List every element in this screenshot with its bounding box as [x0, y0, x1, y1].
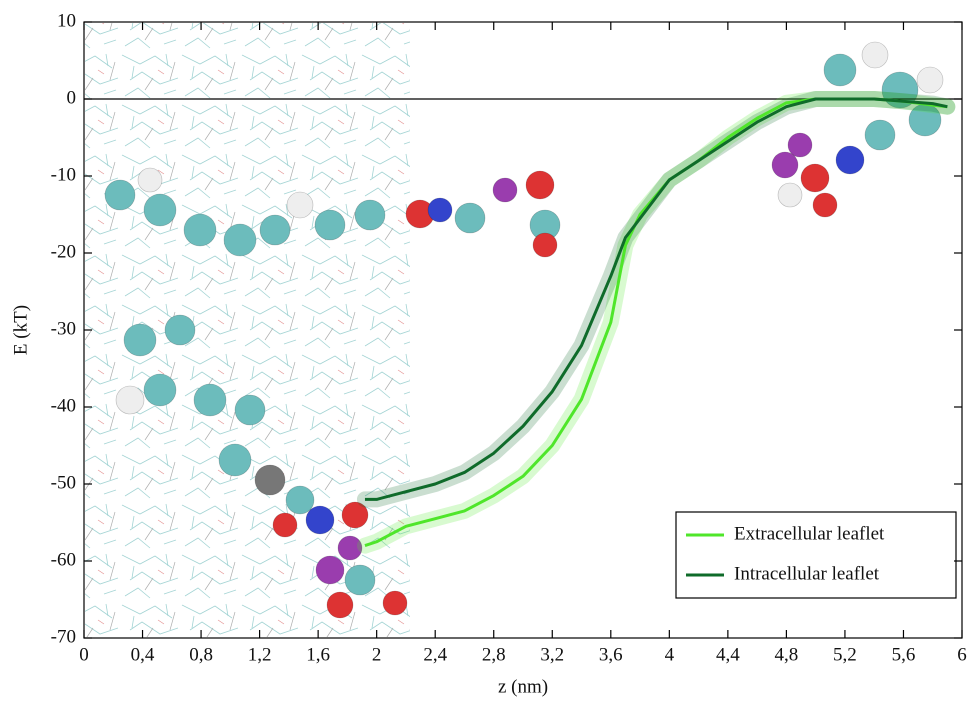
x-tick-label: 4,8 — [775, 644, 799, 665]
x-tick-label: 2,4 — [423, 644, 447, 665]
x-tick-label: 0,8 — [189, 644, 213, 665]
y-tick-label: -60 — [51, 549, 76, 570]
x-axis-label: z (nm) — [498, 676, 548, 697]
y-tick-label: -50 — [51, 472, 76, 493]
y-tick-label: 0 — [67, 87, 77, 108]
legend-label: Intracellular leaflet — [734, 563, 880, 584]
x-tick-label: 1,2 — [248, 644, 272, 665]
x-tick-label: 0 — [79, 644, 89, 665]
x-tick-label: 5,2 — [833, 644, 857, 665]
series-line — [364, 97, 948, 501]
x-tick-label: 0,4 — [131, 644, 155, 665]
y-tick-label: -20 — [51, 241, 76, 262]
x-tick-label: 4 — [665, 644, 675, 665]
x-tick-label: 2 — [372, 644, 382, 665]
y-axis-label: E (kT) — [10, 305, 31, 355]
y-tick-label: -70 — [51, 626, 76, 647]
y-tick-label: -10 — [51, 164, 76, 185]
x-tick-label: 2,8 — [482, 644, 506, 665]
molecule-1 — [104, 167, 561, 258]
molecule-2 — [115, 314, 408, 619]
legend: Extracellular leaflet Intracellular leafl… — [675, 511, 957, 599]
molecule-3 — [771, 41, 944, 218]
x-tick-label: 5,6 — [892, 644, 916, 665]
y-tick-label: 10 — [57, 10, 76, 31]
x-tick-label: 6 — [957, 644, 967, 665]
legend-label: Extracellular leaflet — [734, 523, 885, 544]
x-tick-label: 3,2 — [540, 644, 564, 665]
x-tick-label: 4,4 — [716, 644, 740, 665]
legend-box — [675, 511, 957, 599]
y-tick-label: -40 — [51, 395, 76, 416]
x-tick-label: 3,6 — [599, 644, 623, 665]
x-tick-label: 1,6 — [306, 644, 330, 665]
y-tick-label: -30 — [51, 318, 76, 339]
